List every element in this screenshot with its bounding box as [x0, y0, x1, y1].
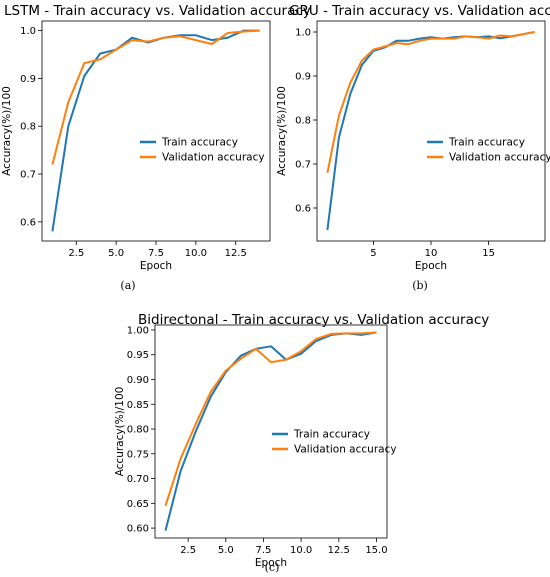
bidirectional-accuracy-chart: Bidirectonal - Train accuracy vs. Valida… — [114, 312, 489, 574]
y-tick-label: 0.95 — [127, 350, 149, 361]
y-tick-label: 0.9 — [20, 74, 36, 85]
y-tick-label: 0.60 — [127, 524, 149, 535]
x-axis-label: Epoch — [255, 557, 287, 569]
series-line-train — [51, 29, 260, 232]
series-line-validation — [51, 29, 260, 165]
y-tick-label: 0.7 — [295, 160, 311, 171]
y-tick-label: 1.0 — [295, 28, 311, 39]
y-tick-label: 1.00 — [127, 325, 149, 336]
y-axis-label: Accuracy(%)/100 — [276, 86, 288, 176]
x-tick-label: 5.0 — [108, 248, 124, 259]
x-tick-label: 7.5 — [148, 248, 164, 259]
x-tick-label: 12.5 — [328, 545, 350, 556]
y-tick-label: 0.65 — [127, 499, 149, 510]
legend-label: Validation accuracy — [449, 152, 550, 164]
plot-frame — [316, 20, 546, 242]
y-tick-label: 0.85 — [127, 400, 149, 411]
x-tick-label: 10 — [425, 248, 438, 259]
y-tick-label: 0.7 — [20, 170, 36, 181]
chart-title: LSTM - Train accuracy vs. Validation acc… — [4, 3, 311, 19]
y-tick-label: 1.0 — [20, 26, 36, 37]
y-tick-label: 0.70 — [127, 474, 149, 485]
y-tick-label: 0.75 — [127, 449, 149, 460]
legend-label: Validation accuracy — [162, 152, 265, 164]
chart-caption: (c) — [265, 561, 280, 574]
x-axis-label: Epoch — [140, 260, 172, 272]
chart-caption: (b) — [412, 279, 428, 292]
y-tick-label: 0.8 — [20, 122, 36, 133]
gru-accuracy-chart: GRU - Train accuracy vs. Validation accu… — [276, 3, 550, 292]
x-tick-label: 15 — [482, 248, 495, 259]
y-axis-label: Accuracy(%)/100 — [114, 387, 126, 477]
x-tick-label: 5.0 — [218, 545, 234, 556]
x-tick-label: 5 — [370, 248, 376, 259]
lstm-accuracy-chart: LSTM - Train accuracy vs. Validation acc… — [1, 3, 311, 292]
legend-label: Train accuracy — [448, 137, 525, 149]
x-axis-label: Epoch — [415, 260, 447, 272]
y-axis-label: Accuracy(%)/100 — [1, 86, 13, 176]
x-tick-label: 12.5 — [225, 248, 247, 259]
chart-title: Bidirectonal - Train accuracy vs. Valida… — [138, 312, 489, 328]
y-tick-label: 0.6 — [20, 217, 36, 228]
legend-label: Validation accuracy — [294, 444, 397, 456]
x-tick-label: 10.0 — [290, 545, 312, 556]
chart-title: GRU - Train accuracy vs. Validation accu… — [289, 3, 550, 19]
y-tick-label: 0.9 — [295, 72, 311, 83]
chart-caption: (a) — [120, 279, 135, 292]
y-tick-label: 0.80 — [127, 425, 149, 436]
legend-label: Train accuracy — [293, 429, 370, 441]
series-line-train — [326, 31, 535, 231]
y-tick-label: 0.6 — [295, 204, 311, 215]
y-tick-label: 0.90 — [127, 375, 149, 386]
legend-label: Train accuracy — [161, 137, 238, 149]
y-tick-label: 0.8 — [295, 116, 311, 127]
x-tick-label: 10.0 — [185, 248, 207, 259]
x-tick-label: 7.5 — [256, 545, 272, 556]
x-tick-label: 15.0 — [365, 545, 387, 556]
plot-frame — [154, 324, 388, 539]
x-tick-label: 2.5 — [68, 248, 84, 259]
series-line-validation — [164, 331, 377, 507]
x-tick-label: 2.5 — [180, 545, 196, 556]
plot-frame — [41, 20, 271, 242]
